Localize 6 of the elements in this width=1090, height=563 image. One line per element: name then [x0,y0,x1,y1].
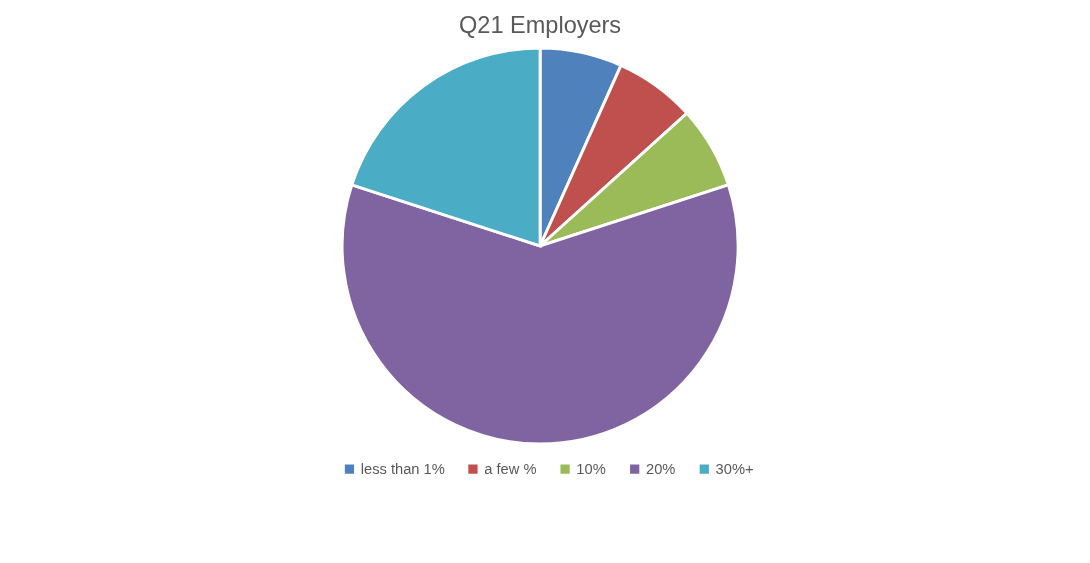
legend-label: less than 1% [360,460,445,477]
legend-label: 20% [645,460,676,477]
legend-label: 10% [576,460,606,477]
legend-label: a few % [484,460,537,477]
chart-title: Q21 Employers [459,12,622,39]
legend-label: 30%+ [715,460,754,477]
